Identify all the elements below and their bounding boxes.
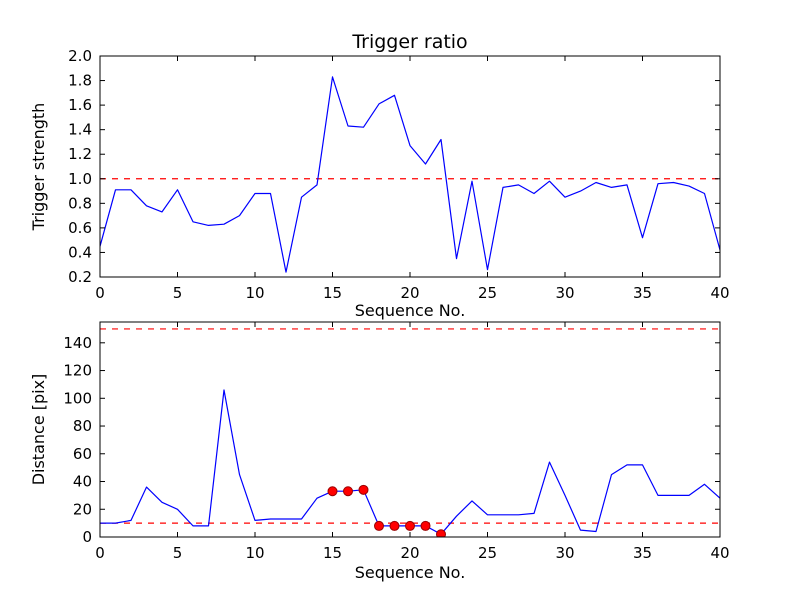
y-tick-label: 140: [63, 334, 92, 352]
y-axis-label: Trigger strength: [29, 103, 48, 232]
data-point-marker: [374, 520, 384, 531]
x-tick-label: 35: [633, 544, 652, 562]
y-tick-label: 40: [73, 473, 92, 491]
plot-title: Trigger ratio: [351, 31, 467, 53]
x-tick-label: 25: [478, 284, 497, 302]
y-tick-label: 20: [73, 500, 92, 518]
axis-frame: [99, 55, 721, 278]
x-tick-label: 35: [633, 284, 652, 302]
y-tick-label: 0.2: [68, 268, 92, 286]
y-tick-label: 80: [73, 417, 92, 435]
subplot-trigger-ratio: 0 5 10 15 20 25 30 35 40 0.2 0.4 0.6 0.8 1.0 1.2 1.4 1.6…: [29, 31, 730, 320]
y-tick-label: 100: [63, 389, 92, 407]
x-tick-label: 40: [710, 544, 729, 562]
data-point-marker: [327, 486, 338, 497]
y-tick-label: 60: [73, 445, 92, 463]
y-tick-label: 0: [82, 528, 92, 546]
y-tick-label: 1.2: [68, 145, 92, 163]
x-tick-label: 20: [400, 544, 419, 562]
x-tick-label: 20: [400, 284, 419, 302]
data-point-marker: [343, 486, 353, 497]
y-tick-label: 1.0: [68, 170, 92, 188]
data-line-distance: [100, 389, 720, 535]
y-tick-label: 1.6: [68, 96, 92, 114]
y-axis-label: Distance [pix]: [29, 374, 48, 486]
x-tick-label: 30: [555, 544, 574, 562]
axis-frame: [99, 321, 721, 538]
y-tick-label: 1.4: [68, 121, 92, 139]
x-tick-label: 0: [95, 284, 105, 302]
x-tick-label: 0: [95, 544, 105, 562]
data-point-marker: [405, 520, 415, 531]
x-tick-label: 15: [323, 544, 342, 562]
y-tick-label: 0.4: [68, 243, 92, 261]
x-tick-label: 5: [173, 284, 183, 302]
x-tick-label: 10: [245, 284, 264, 302]
x-tick-label: 25: [478, 544, 497, 562]
plot-area: [100, 76, 720, 273]
y-tick-label: 2.0: [68, 47, 92, 65]
x-tick-label: 30: [555, 284, 574, 302]
x-axis-label: Sequence No.: [355, 301, 466, 320]
data-point-marker: [358, 484, 369, 495]
y-tick-label: 1.8: [68, 72, 92, 90]
data-line-trigger-strength: [100, 76, 720, 273]
y-tick-label: 0.8: [68, 194, 92, 212]
y-tick-label: 0.6: [68, 219, 92, 237]
x-axis-label: Sequence No.: [355, 563, 466, 582]
data-point-marker: [436, 529, 446, 537]
y-tick-label: 120: [63, 362, 92, 380]
x-tick-label: 40: [710, 284, 729, 302]
x-tick-label: 15: [323, 284, 342, 302]
subplot-distance: 0 5 10 15 20 25 30 35 40 0 20 40 60 80 100 120 140 Sequen…: [29, 321, 730, 582]
data-point-marker: [420, 520, 431, 531]
data-point-marker: [389, 520, 400, 531]
x-tick-label: 10: [245, 544, 264, 562]
plot-area: [100, 328, 720, 537]
x-tick-label: 5: [173, 544, 183, 562]
